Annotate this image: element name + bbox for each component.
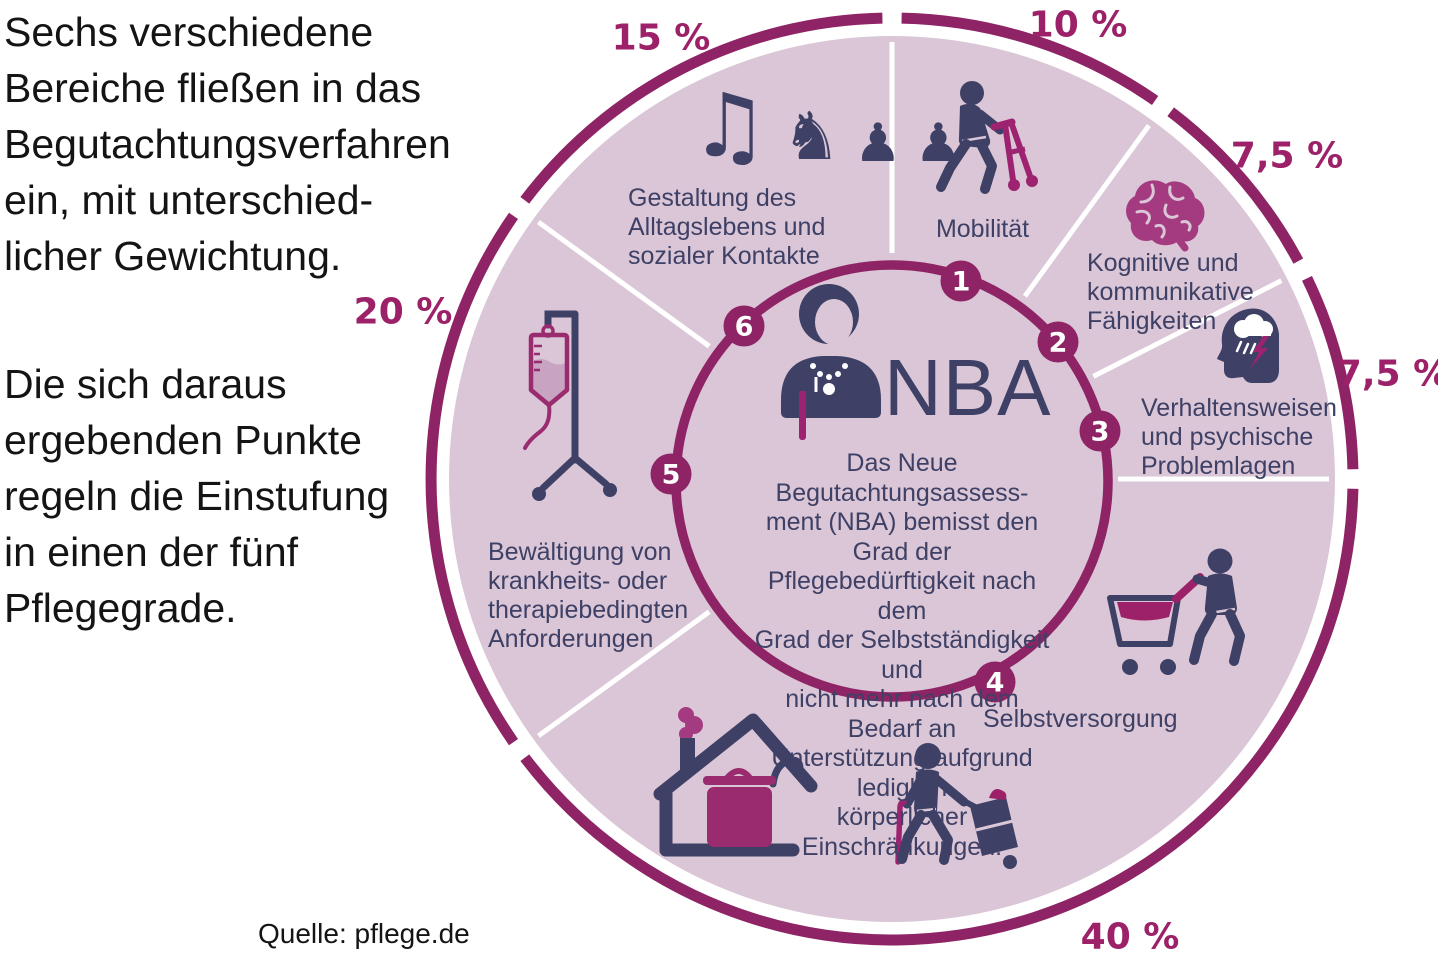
intro-paragraph-2: Die sich daraus ergebenden Punkte regeln… xyxy=(4,361,390,631)
percent-bewaeltigung: 20 % xyxy=(353,291,453,333)
divider-306deg xyxy=(537,220,711,349)
roof xyxy=(653,713,818,801)
storm-head-icon xyxy=(1217,308,1279,383)
label-gestaltung: Gestaltung des Alltagslebens und soziale… xyxy=(628,184,826,270)
segment-dividers xyxy=(537,42,1329,738)
intro-paragraph-1: Sechs verschiedene Bereiche fließen in d… xyxy=(4,9,451,279)
number-bubbles: 1 2 3 4 5 6 xyxy=(650,260,1121,703)
bubble-6-number: 6 xyxy=(735,312,754,343)
nba-wordmark: NBA xyxy=(884,343,1052,432)
storm-cloud xyxy=(1234,314,1273,338)
label-selbstversorgung: Selbstversorgung xyxy=(983,705,1178,733)
cane xyxy=(799,382,806,440)
trolley-contents xyxy=(989,789,1007,800)
iv-tube xyxy=(523,403,552,450)
bubble-2: 2 xyxy=(1037,321,1079,363)
ring-arc-mobilitaet xyxy=(901,12,1159,106)
chess-pawn-icon: ♟ xyxy=(854,113,902,174)
outer-ring xyxy=(425,12,1359,946)
percent-mobilitaet: 10 % xyxy=(1028,4,1128,46)
label-bewaeltigung: Bewältigung von krankheits- oder therapi… xyxy=(488,538,689,653)
bubble-3-number: 3 xyxy=(1091,417,1110,448)
bubble-3: 3 xyxy=(1079,410,1121,452)
cane-trolley-icon xyxy=(895,743,1018,869)
necklace xyxy=(810,363,848,395)
bubble-1: 1 xyxy=(940,260,982,302)
percent-kognitive: 7,5 % xyxy=(1230,135,1344,177)
bubble-6: 6 xyxy=(723,305,765,347)
hand xyxy=(789,376,816,391)
divider-234deg xyxy=(537,609,711,738)
source-credit: Quelle: pflege.de xyxy=(258,918,470,949)
music-note-icon: ♫ xyxy=(690,74,769,177)
bubble-4-number: 4 xyxy=(986,668,1005,699)
chess-pawn-icon: ♟ xyxy=(914,113,963,174)
ladle xyxy=(769,756,804,788)
bubble-2-number: 2 xyxy=(1049,328,1068,359)
chess-knight-icon: ♞ xyxy=(781,98,842,175)
cane xyxy=(895,799,907,865)
bag-ticks xyxy=(534,344,542,372)
bubble-4: 4 xyxy=(974,661,1016,703)
cooking-pot xyxy=(703,756,804,847)
ring-arc-verhalten xyxy=(1302,276,1359,470)
label-mobilitaet: Mobilität xyxy=(935,215,1030,243)
percent-verhaltensweisen: 7,5 % xyxy=(1336,353,1438,395)
trolley xyxy=(959,789,1018,869)
elder-person-icon xyxy=(781,284,881,440)
ring-arc-gestaltung xyxy=(520,12,883,204)
bubble-5: 5 xyxy=(650,453,692,495)
walker-frame xyxy=(990,118,1038,191)
rain-lines xyxy=(1235,340,1257,355)
bubble-5-number: 5 xyxy=(662,460,681,491)
nba-description: Das Neue Begutachtungsassess- ment (NBA)… xyxy=(754,449,1050,861)
iv-bag xyxy=(523,324,570,450)
divider-63deg xyxy=(1092,278,1283,379)
shopping-cart-icon xyxy=(1107,548,1245,675)
iv-drip-icon xyxy=(523,310,617,501)
label-kognitive: Kognitive und kommunikative Fähigkeiten xyxy=(1087,249,1254,335)
ring-arc-kognitiv xyxy=(1167,107,1304,264)
divider-36deg xyxy=(1022,124,1151,298)
house-pot-icon xyxy=(653,707,818,857)
lightning-bolt xyxy=(1250,336,1269,369)
percent-gestaltung: 15 % xyxy=(611,17,711,59)
bubble-1-number: 1 xyxy=(952,267,971,298)
percent-selbstversorgung: 40 % xyxy=(1080,916,1180,958)
chimney-smoke xyxy=(678,707,703,741)
cart-contents xyxy=(1117,602,1173,621)
ring-arc-selbstversorgung xyxy=(520,488,1359,946)
ring-arc-bewaeltigung xyxy=(425,212,519,746)
wheel-disc xyxy=(449,36,1335,922)
rollator-walker-icon xyxy=(936,81,1038,194)
brain-icon xyxy=(1126,180,1205,252)
label-verhaltensweisen: Verhaltensweisen und psychische Probleml… xyxy=(1141,394,1337,480)
music-chess-icon: ♫ ♞ ♟ ♟ xyxy=(690,74,963,177)
